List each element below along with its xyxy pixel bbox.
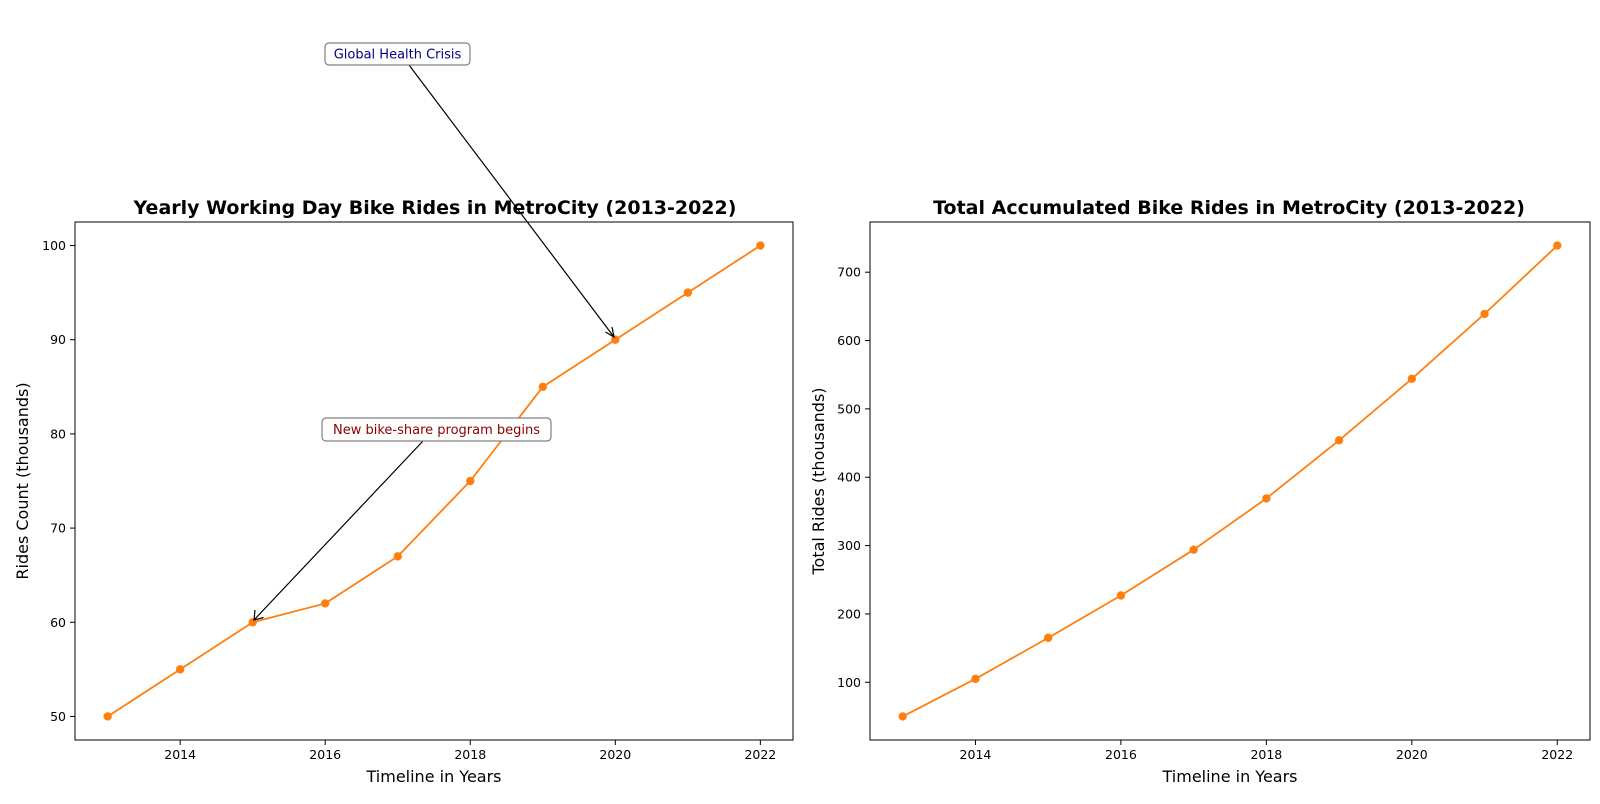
data-point [466,476,475,486]
x-tick-label: 2022 [744,747,776,762]
data-point [1189,545,1198,554]
data-point [971,674,980,684]
data-point [1043,633,1053,643]
x-axis-label: Timeline in Years [366,767,502,786]
x-axis-label: Timeline in Years [1162,767,1298,786]
x-tick-label: 2016 [309,747,341,762]
y-ticks: 50 60 70 80 90 100 [42,238,75,724]
data-point [1262,494,1271,503]
data-point [1553,241,1562,250]
y-tick-label: 200 [837,606,861,621]
annotation-arrow-head [253,609,264,621]
chart-title: Total Accumulated Bike Rides in MetroCit… [933,197,1525,219]
series-polyline [107,244,761,718]
x-tick-label: 2020 [1396,747,1428,762]
y-ticks: 100 200 300 400 500 600 700 [837,265,870,690]
data-point [103,712,112,721]
x-ticks: 2014 2016 2018 2020 2022 [960,740,1573,762]
data-point [175,665,185,674]
chart-working-day-rides: Yearly Working Day Bike Rides in MetroCi… [13,42,794,786]
data-point [1334,436,1344,445]
annotation-text: Global Health Crisis [334,48,462,63]
y-tick-label: 90 [50,332,66,347]
y-tick-label: 400 [837,470,861,485]
x-tick-label: 2014 [960,747,992,762]
annotation-bike-share-program: New bike-share program begins [253,417,552,621]
x-tick-label: 2018 [454,747,486,762]
annotation-box [321,417,552,442]
data-point [393,552,402,561]
annotation-text: New bike-share program begins [333,423,540,438]
y-tick-label: 80 [50,426,66,441]
y-tick-label: 70 [50,521,66,536]
data-point [611,335,620,344]
x-tick-label: 2022 [1541,747,1573,762]
chart-accumulated-rides: Total Accumulated Bike Rides in MetroCit… [809,197,1591,786]
data-point [538,382,547,392]
annotation-arrow-shaft [253,440,424,621]
y-tick-label: 600 [837,333,861,348]
plot-area-frame [74,221,794,741]
data-point [898,712,907,721]
series-line [898,241,1562,721]
y-tick-label: 500 [837,401,861,416]
data-point [683,288,693,297]
y-tick-label: 50 [50,709,66,724]
data-point [1116,591,1126,600]
chart-title: Yearly Working Day Bike Rides in MetroCi… [133,197,737,219]
y-tick-label: 700 [837,265,861,280]
x-tick-label: 2014 [164,747,196,762]
data-point [1480,309,1489,319]
y-tick-label: 100 [42,238,66,253]
data-point [1407,374,1417,384]
annotation-arrow-shaft [408,64,615,338]
y-tick-label: 60 [50,615,66,630]
data-point [756,241,765,250]
y-tick-label: 100 [837,675,861,690]
y-axis-label: Total Rides (thousands) [809,387,828,575]
x-tick-label: 2016 [1105,747,1137,762]
x-tick-label: 2020 [599,747,631,762]
y-axis-label: Rides Count (thousands) [13,382,32,579]
series-line [103,241,765,721]
x-tick-label: 2018 [1250,747,1282,762]
annotation-arrow-head [605,326,615,339]
y-tick-label: 300 [837,538,861,553]
data-point [321,599,330,608]
series-polyline [902,244,1558,718]
plot-area-frame [869,221,1591,741]
annotations: Global Health Crisis New bike-share prog… [253,42,615,621]
annotation-global-health-crisis: Global Health Crisis [324,42,615,339]
annotation-box [324,42,471,66]
x-ticks: 2014 2016 2018 2020 2022 [164,740,776,762]
